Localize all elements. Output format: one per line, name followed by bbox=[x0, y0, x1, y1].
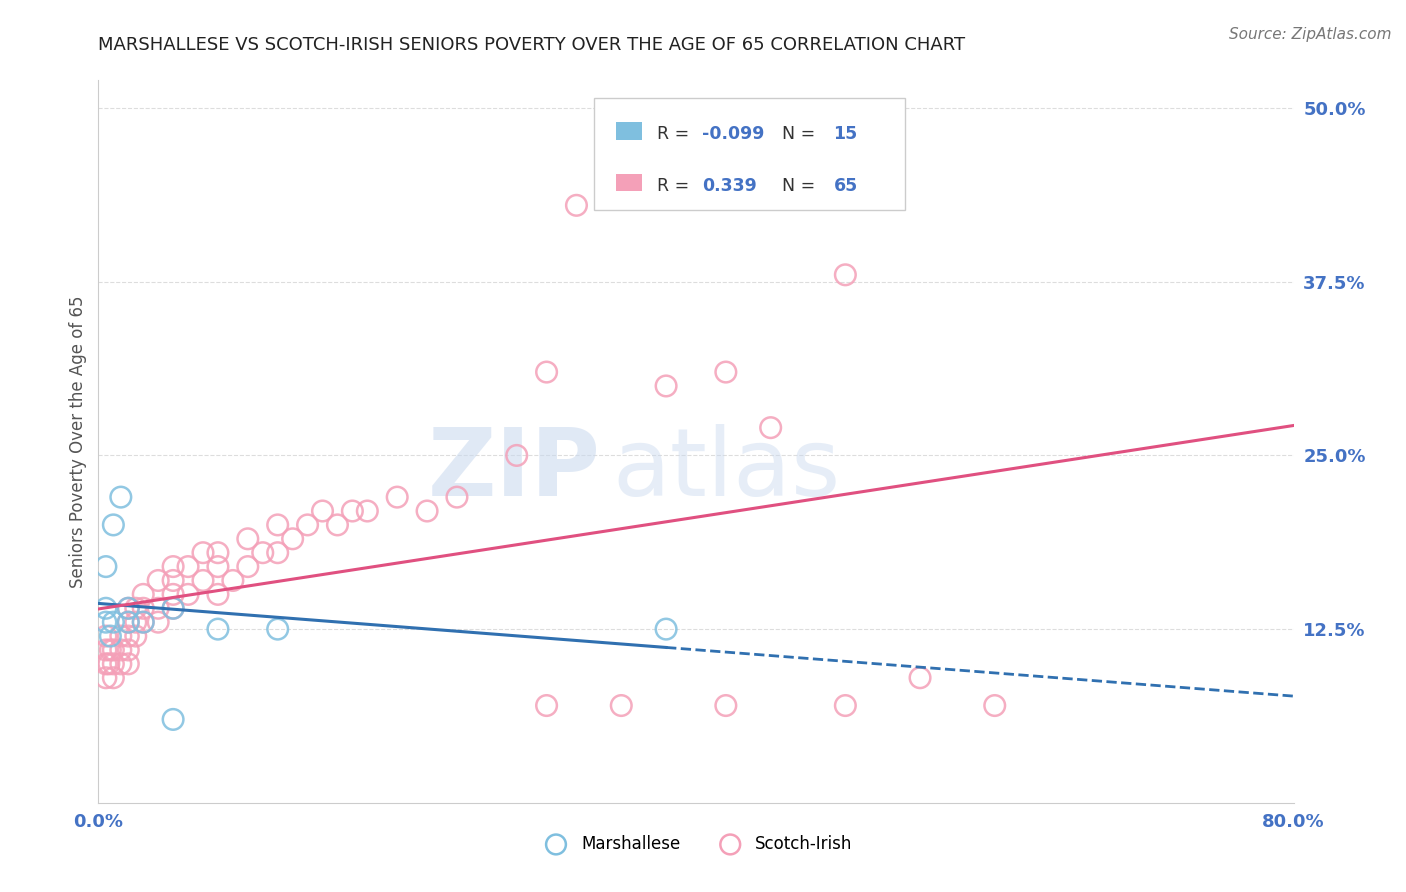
Point bbox=[103, 643, 125, 657]
Point bbox=[834, 698, 856, 713]
Point bbox=[536, 365, 558, 379]
Point bbox=[132, 601, 155, 615]
Point bbox=[125, 601, 148, 615]
Point bbox=[117, 657, 139, 671]
Point bbox=[236, 532, 259, 546]
Point bbox=[162, 559, 184, 574]
Point bbox=[506, 449, 529, 463]
Point bbox=[610, 698, 633, 713]
Point bbox=[103, 615, 125, 630]
Text: 0.339: 0.339 bbox=[702, 177, 756, 194]
Point bbox=[252, 546, 274, 560]
Point bbox=[98, 643, 122, 657]
Point bbox=[342, 504, 364, 518]
Point bbox=[162, 601, 184, 615]
Point bbox=[191, 546, 214, 560]
Text: 15: 15 bbox=[834, 125, 858, 144]
Point bbox=[446, 490, 468, 504]
Point bbox=[148, 574, 170, 588]
Point bbox=[655, 622, 678, 636]
Point bbox=[162, 601, 184, 615]
Text: R =: R = bbox=[657, 125, 695, 144]
Point bbox=[191, 574, 214, 588]
FancyBboxPatch shape bbox=[616, 174, 643, 192]
Legend: Marshallese, Scotch-Irish: Marshallese, Scotch-Irish bbox=[533, 828, 859, 860]
Point bbox=[267, 622, 290, 636]
Point bbox=[97, 657, 120, 671]
Point bbox=[281, 532, 304, 546]
Point bbox=[148, 615, 170, 630]
Point bbox=[714, 365, 737, 379]
Text: Source: ZipAtlas.com: Source: ZipAtlas.com bbox=[1229, 27, 1392, 42]
Text: N =: N = bbox=[782, 177, 821, 194]
Text: 65: 65 bbox=[834, 177, 858, 194]
Y-axis label: Seniors Poverty Over the Age of 65: Seniors Poverty Over the Age of 65 bbox=[69, 295, 87, 588]
Point bbox=[297, 517, 319, 532]
Point bbox=[655, 379, 678, 393]
Point bbox=[222, 574, 245, 588]
Point bbox=[103, 671, 125, 685]
Text: atlas: atlas bbox=[613, 425, 841, 516]
Point bbox=[94, 601, 117, 615]
Point bbox=[94, 615, 117, 630]
Point bbox=[385, 490, 409, 504]
Point bbox=[117, 615, 139, 630]
Point bbox=[565, 198, 588, 212]
Point bbox=[125, 615, 148, 630]
FancyBboxPatch shape bbox=[595, 98, 905, 211]
Text: N =: N = bbox=[782, 125, 821, 144]
Point bbox=[177, 587, 200, 601]
Point bbox=[132, 587, 155, 601]
Point bbox=[94, 657, 117, 671]
Point bbox=[103, 517, 125, 532]
Point bbox=[207, 587, 229, 601]
Point bbox=[326, 517, 349, 532]
Point bbox=[714, 698, 737, 713]
Point bbox=[356, 504, 378, 518]
Point bbox=[110, 490, 132, 504]
Point bbox=[103, 657, 125, 671]
Point bbox=[110, 643, 132, 657]
Point bbox=[162, 574, 184, 588]
Point bbox=[177, 559, 200, 574]
Point bbox=[117, 601, 139, 615]
Point bbox=[416, 504, 439, 518]
Point bbox=[267, 517, 290, 532]
Point bbox=[94, 671, 117, 685]
Point bbox=[984, 698, 1007, 713]
Point bbox=[98, 629, 122, 643]
Point bbox=[117, 601, 139, 615]
Text: R =: R = bbox=[657, 177, 695, 194]
Text: -0.099: -0.099 bbox=[702, 125, 765, 144]
Text: MARSHALLESE VS SCOTCH-IRISH SENIORS POVERTY OVER THE AGE OF 65 CORRELATION CHART: MARSHALLESE VS SCOTCH-IRISH SENIORS POVE… bbox=[98, 36, 966, 54]
Point bbox=[536, 698, 558, 713]
Point bbox=[148, 601, 170, 615]
Point bbox=[117, 643, 139, 657]
Point bbox=[132, 615, 155, 630]
Point bbox=[207, 622, 229, 636]
Point bbox=[94, 629, 117, 643]
Point bbox=[117, 615, 139, 630]
Point bbox=[132, 615, 155, 630]
Point bbox=[311, 504, 333, 518]
Point bbox=[207, 546, 229, 560]
Point bbox=[94, 643, 117, 657]
Point bbox=[125, 629, 148, 643]
Point bbox=[759, 420, 782, 434]
Point bbox=[162, 713, 184, 727]
FancyBboxPatch shape bbox=[616, 122, 643, 140]
Point bbox=[207, 559, 229, 574]
Text: ZIP: ZIP bbox=[427, 425, 600, 516]
Point bbox=[236, 559, 259, 574]
Point bbox=[94, 559, 117, 574]
Point bbox=[117, 629, 139, 643]
Point bbox=[162, 587, 184, 601]
Point bbox=[110, 629, 132, 643]
Point bbox=[267, 546, 290, 560]
Point bbox=[110, 657, 132, 671]
Point bbox=[908, 671, 931, 685]
Point bbox=[834, 268, 856, 282]
